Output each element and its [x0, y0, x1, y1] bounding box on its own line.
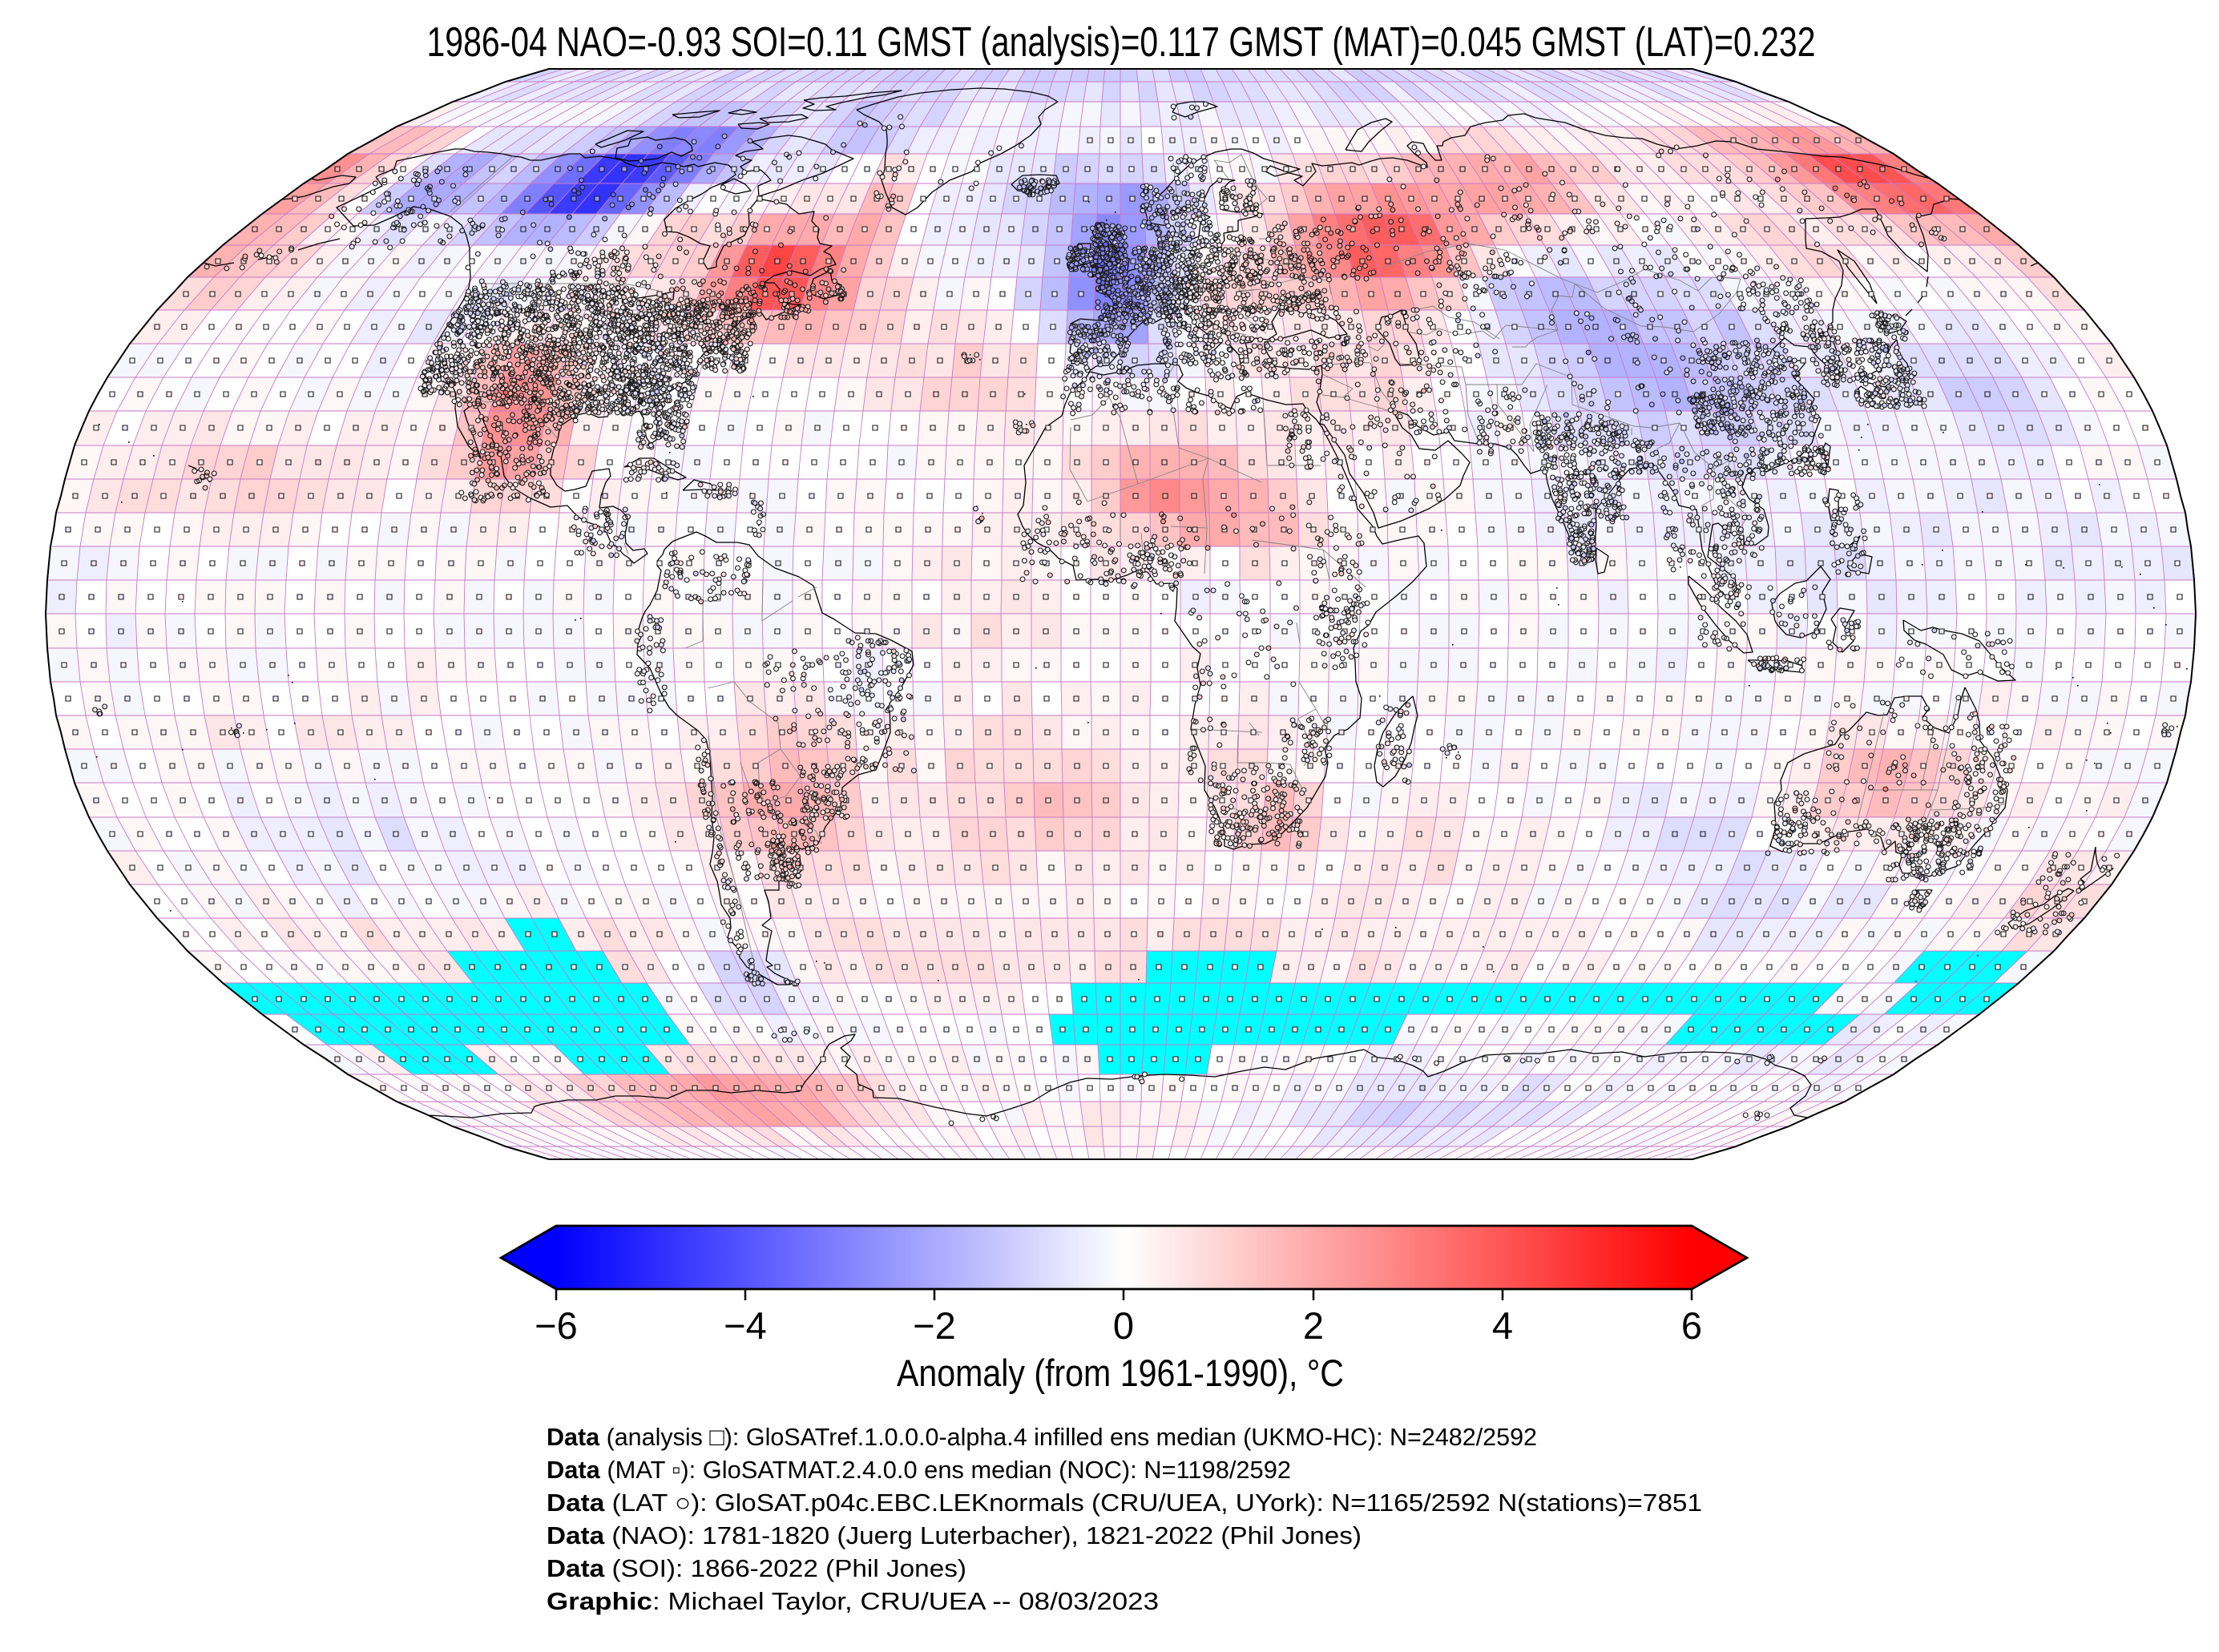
svg-text:−6: −6 [535, 1304, 578, 1347]
svg-text:Data (SOI): 1866-2022 (Phil Jo: Data (SOI): 1866-2022 (Phil Jones) [547, 1554, 966, 1582]
svg-text:Data (LAT ○): GloSAT.p04c.EBC.: Data (LAT ○): GloSAT.p04c.EBC.LEKnormals… [547, 1489, 1702, 1517]
svg-text:4: 4 [1492, 1304, 1513, 1347]
svg-text:Data (analysis □): GloSATref.1: Data (analysis □): GloSATref.1.0.0.0-alp… [547, 1423, 1537, 1451]
svg-text:6: 6 [1681, 1304, 1702, 1347]
svg-text:Graphic: Michael Taylor, CRU/U: Graphic: Michael Taylor, CRU/UEA -- 08/0… [547, 1587, 1159, 1615]
svg-text:Anomaly (from 1961-1990), °C: Anomaly (from 1961-1990), °C [897, 1352, 1344, 1394]
svg-text:0: 0 [1113, 1304, 1134, 1347]
svg-text:2: 2 [1303, 1304, 1324, 1347]
svg-text:Data (NAO): 1781-1820 (Juerg L: Data (NAO): 1781-1820 (Juerg Luterbacher… [547, 1521, 1362, 1549]
svg-text:−4: −4 [724, 1304, 767, 1347]
svg-text:1986-04 NAO=-0.93 SOI=0.11 GMS: 1986-04 NAO=-0.93 SOI=0.11 GMST (analysi… [427, 19, 1816, 66]
svg-text:−2: −2 [913, 1304, 956, 1347]
svg-text:Data (MAT ▫): GloSATMAT.2.4.0.: Data (MAT ▫): GloSATMAT.2.4.0.0 ens medi… [547, 1456, 1291, 1484]
